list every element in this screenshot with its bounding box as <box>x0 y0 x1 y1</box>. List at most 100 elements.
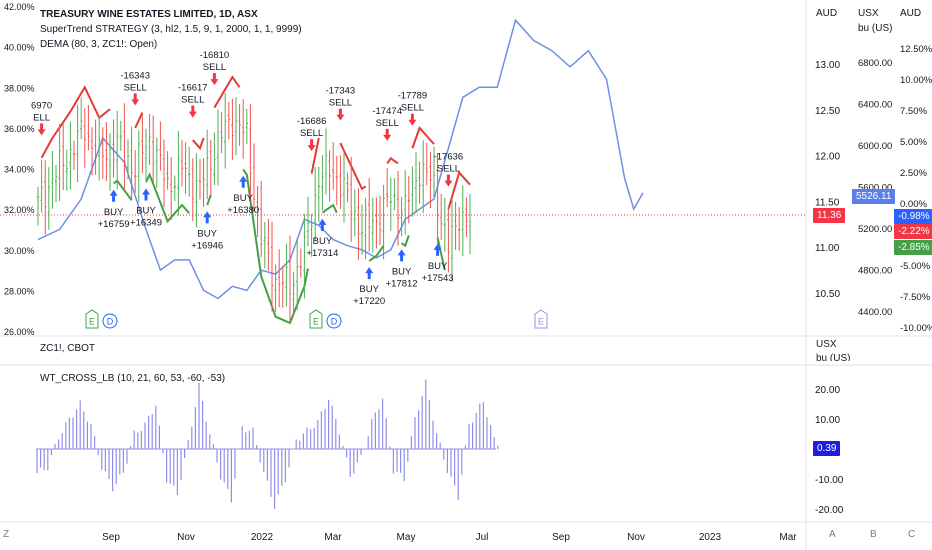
pct-right-tick: 2.50% <box>900 168 927 179</box>
buy-label: BUY <box>359 284 379 295</box>
legend-supertrend: SuperTrend STRATEGY (3, hl2, 1.5, 9, 1, … <box>40 24 302 35</box>
dividend-marker-icon[interactable] <box>102 313 118 329</box>
event-marker-letter: E <box>538 317 544 327</box>
supertrend-down-line <box>40 75 471 210</box>
pct-right-tick: -5.00% <box>900 261 931 272</box>
pct-left-tick: 42.00% <box>4 2 35 12</box>
buy-arrow-icon <box>397 249 406 262</box>
scale-button-c[interactable]: C <box>908 529 916 540</box>
buy-value: +17220 <box>353 296 385 307</box>
sell-arrow-icon <box>336 108 345 121</box>
event-marker-letter: E <box>313 317 319 327</box>
usx-tick: 6400.00 <box>858 100 892 111</box>
axis-header-bu-us-lower: bu (US) <box>816 353 851 361</box>
scale-button-b[interactable]: B <box>870 529 877 540</box>
wt-axis-tick: 20.00 <box>815 385 840 396</box>
buy-value: +16759 <box>98 219 130 230</box>
sell-label: SELL <box>329 98 352 109</box>
sell-label: SELL <box>124 82 147 93</box>
buy-arrow-icon <box>318 218 327 231</box>
earnings-marker-icon[interactable] <box>534 309 548 329</box>
x-tick-label: 2022 <box>251 532 274 543</box>
price-tag-usx: 5526.11 <box>852 189 896 204</box>
buy-arrow-icon <box>433 243 442 256</box>
usx-tick: 4800.00 <box>858 266 892 277</box>
sell-label: ELL <box>33 112 50 123</box>
wt-value-tag: 0.39 <box>813 441 841 456</box>
sell-arrow-icon <box>210 73 219 86</box>
buy-label: BUY <box>313 236 333 247</box>
buy-value: +17812 <box>386 278 418 289</box>
scale-button-z[interactable]: Z <box>3 529 10 540</box>
pct-left-tick: 38.00% <box>4 83 35 93</box>
axis-header-aud-mid: AUD <box>816 8 838 19</box>
sell-arrow-icon <box>408 113 417 126</box>
usx-tick: 4400.00 <box>858 307 892 318</box>
buy-value: +17314 <box>306 248 338 259</box>
event-marker-letter: D <box>331 317 338 327</box>
buy-label: BUY <box>136 205 156 216</box>
pct-right-tick: 7.50% <box>900 106 927 117</box>
sell-arrow-icon <box>131 93 140 106</box>
x-tick-label: Jul <box>476 532 489 543</box>
axis-header-usx: USX <box>858 8 879 19</box>
wt-axis-tick: -20.00 <box>815 505 844 516</box>
scale-button-a[interactable]: A <box>829 529 836 540</box>
pct-right-tick: -10.00% <box>900 323 932 334</box>
buy-label: BUY <box>392 266 412 277</box>
buy-arrow-icon <box>109 189 118 202</box>
pct-left-tick: 32.00% <box>4 205 35 215</box>
legend-wt-cross: WT_CROSS_LB (10, 21, 60, 53, -60, -53) <box>40 373 226 384</box>
usx-tick: 5200.00 <box>858 224 892 235</box>
x-tick-label: May <box>397 532 416 543</box>
usx-tick: 6800.00 <box>858 58 892 69</box>
sell-label: SELL <box>300 128 323 139</box>
buy-value: +16349 <box>130 217 162 228</box>
sell-value: -17789 <box>398 91 428 102</box>
aud-tick: 12.50 <box>815 106 840 117</box>
sell-value: 6970 <box>31 100 52 111</box>
sell-value: -16343 <box>120 70 150 81</box>
buy-arrow-icon <box>203 211 212 224</box>
x-tick-label: Sep <box>102 532 120 543</box>
x-tick-label: Nov <box>177 532 195 543</box>
pct-right-tick: 12.50% <box>900 44 932 55</box>
price-tag-aud: 11.36 <box>813 208 846 223</box>
dividend-marker-icon[interactable] <box>326 313 342 329</box>
axis-header-usx-lower: USX <box>816 339 837 350</box>
axis-header-aud-right: AUD <box>900 8 922 19</box>
usx-tick: 6000.00 <box>858 141 892 152</box>
buy-label: BUY <box>104 207 124 218</box>
x-tick-label: Mar <box>324 532 342 543</box>
buy-arrow-icon <box>239 175 248 188</box>
aud-tick: 11.00 <box>815 243 840 254</box>
aud-tick: 12.00 <box>815 152 840 163</box>
pct-right-tick: 0.00% <box>900 199 927 210</box>
buy-arrow-icon <box>365 267 374 280</box>
event-marker-letter: D <box>107 317 114 327</box>
aud-tick: 10.50 <box>815 289 840 300</box>
buy-value: +17543 <box>422 273 454 284</box>
sell-arrow-icon <box>307 139 316 152</box>
sell-value: -17636 <box>434 152 464 163</box>
sell-label: SELL <box>376 118 399 129</box>
sell-label: SELL <box>401 103 424 114</box>
earnings-marker-icon[interactable] <box>85 309 99 329</box>
pct-left-tick: 28.00% <box>4 286 35 296</box>
sell-arrow-icon <box>444 174 453 187</box>
sell-label: SELL <box>181 95 204 106</box>
earnings-marker-icon[interactable] <box>309 309 323 329</box>
pct-left-tick: 40.00% <box>4 43 35 53</box>
main-pane[interactable] <box>0 0 806 331</box>
pct-right-tick: 5.00% <box>900 137 927 148</box>
buy-label: BUY <box>233 193 253 204</box>
pct-right-tick: -7.50% <box>900 292 931 303</box>
usx-tick: 5600.00 <box>858 183 892 194</box>
aud-tick: 13.00 <box>815 60 840 71</box>
sell-value: -16810 <box>200 50 230 61</box>
buy-arrow-icon <box>142 188 150 201</box>
buy-value: +16946 <box>191 240 223 251</box>
legend-dema: DEMA (80, 3, ZC1!: Open) <box>40 39 158 50</box>
wt-axis-tick: 10.00 <box>815 415 840 426</box>
